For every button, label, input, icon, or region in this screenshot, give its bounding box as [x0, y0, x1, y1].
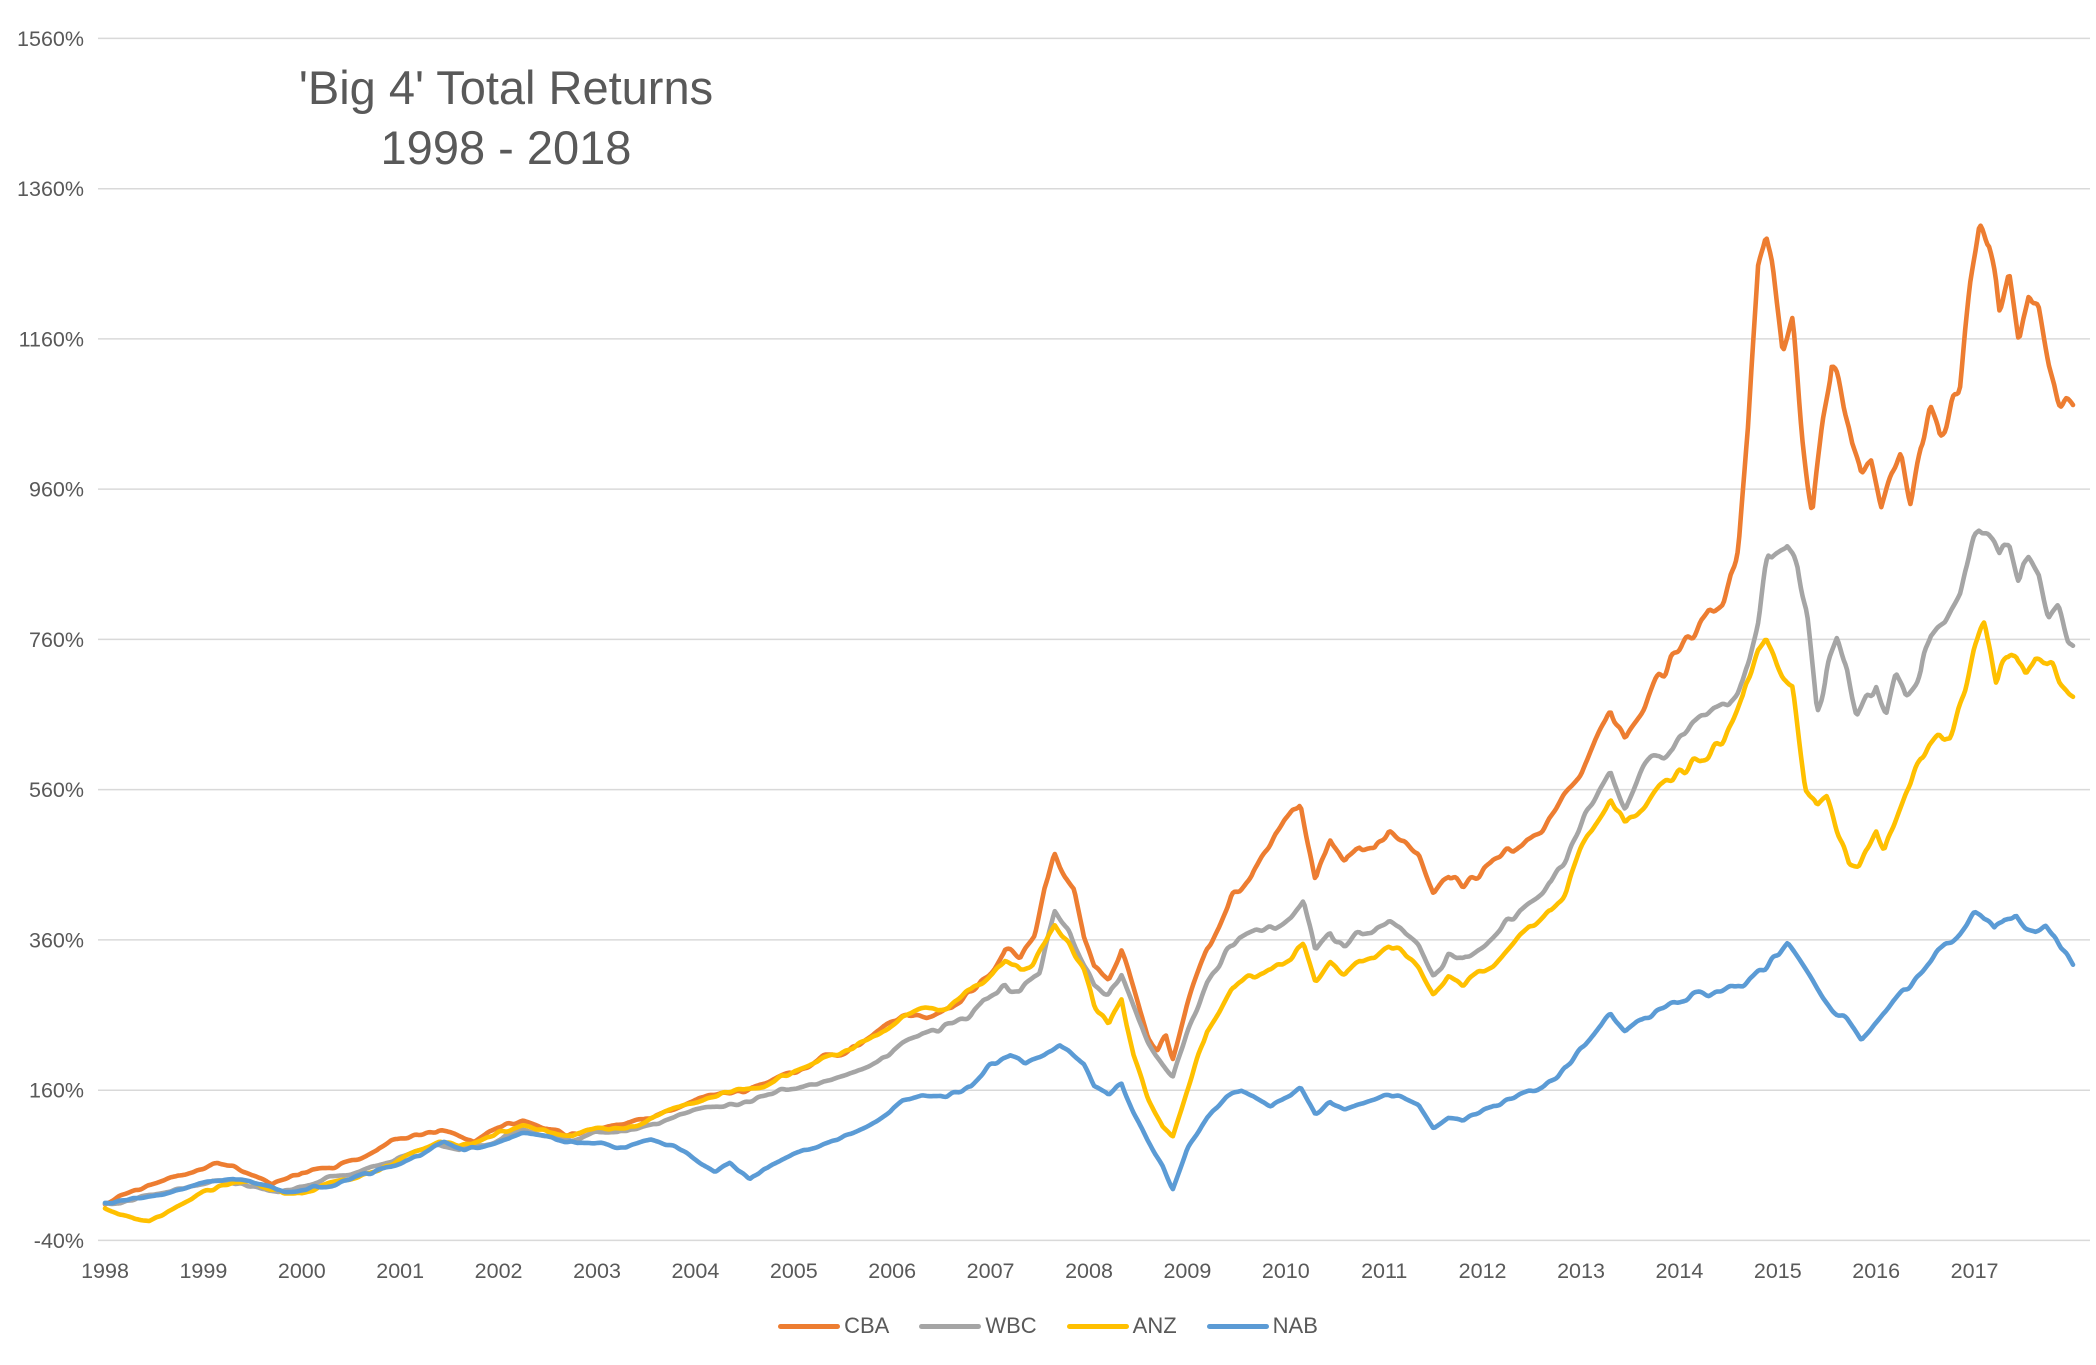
- series-line-nab: [102, 909, 2076, 1206]
- x-axis-tick-label: 2004: [671, 1259, 719, 1283]
- x-axis-tick-label: 2011: [1361, 1259, 1407, 1283]
- x-axis-tick-label: 2017: [1951, 1259, 1999, 1283]
- x-axis-tick-label: 2010: [1262, 1259, 1310, 1283]
- x-axis-tick-label: 2015: [1754, 1259, 1802, 1283]
- legend-swatch-nab: [1206, 1323, 1269, 1329]
- legend-label-anz: ANZ: [1132, 1313, 1177, 1338]
- series-line-wbc: [102, 528, 2076, 1207]
- x-axis-tick-label: 1998: [81, 1259, 129, 1283]
- legend-item-wbc: WBC: [919, 1313, 1037, 1339]
- legend-swatch-anz: [1066, 1323, 1129, 1329]
- x-axis-tick-label: 2003: [573, 1259, 621, 1283]
- x-axis-tick-label: 2016: [1852, 1259, 1900, 1283]
- series-line-anz: [102, 620, 2076, 1224]
- y-axis-tick-label: 1160%: [19, 327, 84, 351]
- chart-title-line1: 'Big 4' Total Returns: [298, 61, 714, 114]
- x-axis-tick-label: 2006: [868, 1259, 916, 1283]
- legend-label-cba: CBA: [844, 1313, 890, 1338]
- y-axis-tick-label: 760%: [29, 628, 84, 652]
- x-axis-tick-label: 2000: [278, 1259, 326, 1283]
- legend-label-wbc: WBC: [985, 1313, 1037, 1338]
- x-axis-tick-label: 2012: [1459, 1259, 1507, 1283]
- x-axis-tick-label: 2008: [1065, 1259, 1113, 1283]
- x-axis-tick-label: 2007: [967, 1259, 1015, 1283]
- legend-item-anz: ANZ: [1066, 1313, 1177, 1339]
- chart-title: 'Big 4' Total Returns 1998 - 2018: [278, 58, 734, 179]
- legend: CBA WBC ANZ NAB: [0, 1313, 2096, 1339]
- legend-swatch-cba: [778, 1323, 841, 1329]
- y-axis-tick-label: 360%: [29, 928, 84, 952]
- y-axis-tick-label: 960%: [29, 478, 84, 502]
- legend-item-cba: CBA: [778, 1313, 889, 1339]
- y-axis-tick-label: 560%: [29, 778, 84, 802]
- y-axis-tick-label: -40%: [34, 1229, 84, 1253]
- y-axis-tick-label: 160%: [29, 1079, 84, 1103]
- legend-label-nab: NAB: [1272, 1313, 1318, 1338]
- y-axis-tick-label: 1560%: [17, 27, 84, 51]
- legend-item-nab: NAB: [1206, 1313, 1318, 1339]
- x-axis-tick-label: 2014: [1655, 1259, 1703, 1283]
- x-axis-tick-label: 2009: [1163, 1259, 1211, 1283]
- series-line-cba: [102, 223, 2076, 1207]
- legend-swatch-wbc: [919, 1323, 982, 1329]
- x-axis-tick-label: 2005: [770, 1259, 818, 1283]
- x-axis-tick-label: 2002: [475, 1259, 523, 1283]
- y-axis-tick-label: 1360%: [17, 177, 84, 201]
- x-axis-tick-label: 1999: [179, 1259, 227, 1283]
- x-axis-tick-label: 2013: [1557, 1259, 1605, 1283]
- chart-title-line2: 1998 - 2018: [380, 121, 632, 175]
- x-axis-tick-label: 2001: [376, 1259, 424, 1283]
